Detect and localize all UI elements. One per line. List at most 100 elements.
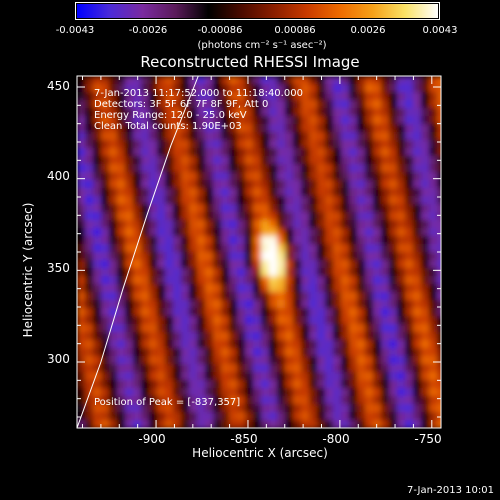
heatmap-cell bbox=[165, 300, 174, 309]
heatmap-cell bbox=[237, 140, 246, 149]
heatmap-cell bbox=[133, 196, 142, 205]
heatmap-cell bbox=[325, 324, 334, 333]
heatmap-cell bbox=[437, 372, 441, 381]
heatmap-cell bbox=[325, 244, 334, 253]
heatmap-cell bbox=[325, 300, 334, 309]
heatmap-cell bbox=[117, 132, 126, 141]
heatmap-cell bbox=[309, 188, 318, 197]
heatmap-cell bbox=[261, 316, 270, 325]
heatmap-cell bbox=[77, 108, 86, 117]
heatmap-cell bbox=[181, 388, 190, 397]
heatmap-cell bbox=[293, 356, 302, 365]
heatmap-cell bbox=[165, 220, 174, 229]
heatmap-cell bbox=[397, 332, 406, 341]
heatmap-cell bbox=[229, 340, 238, 349]
heatmap-cell bbox=[93, 356, 102, 365]
heatmap-cell bbox=[333, 108, 342, 117]
heatmap-cell bbox=[229, 108, 238, 117]
heatmap-cell bbox=[277, 148, 286, 157]
heatmap-cell bbox=[93, 196, 102, 205]
heatmap-cell bbox=[405, 140, 414, 149]
heatmap-cell bbox=[125, 92, 134, 101]
heatmap-cell bbox=[269, 236, 278, 245]
heatmap-cell bbox=[381, 196, 390, 205]
heatmap-cell bbox=[365, 228, 374, 237]
heatmap-cell bbox=[197, 92, 206, 101]
heatmap-cell bbox=[205, 196, 214, 205]
heatmap-cell bbox=[437, 196, 441, 205]
heatmap-cell bbox=[405, 332, 414, 341]
heatmap-cell bbox=[389, 268, 398, 277]
heatmap-cell bbox=[149, 140, 158, 149]
heatmap-cell bbox=[125, 364, 134, 373]
heatmap-cell bbox=[269, 372, 278, 381]
heatmap-cell bbox=[293, 100, 302, 109]
heatmap-cell bbox=[421, 316, 430, 325]
heatmap-cell bbox=[133, 364, 142, 373]
heatmap-cell bbox=[285, 388, 294, 397]
heatmap-cell bbox=[381, 204, 390, 213]
heatmap-cell bbox=[77, 284, 86, 293]
heatmap-cell bbox=[389, 380, 398, 389]
heatmap-cell bbox=[413, 396, 422, 405]
heatmap-cell bbox=[205, 156, 214, 165]
heatmap-cell bbox=[429, 316, 438, 325]
heatmap-cell bbox=[221, 92, 230, 101]
heatmap-cell bbox=[397, 180, 406, 189]
heatmap-cell bbox=[293, 188, 302, 197]
heatmap-cell bbox=[365, 308, 374, 317]
heatmap-cell bbox=[205, 300, 214, 309]
heatmap-cell bbox=[237, 188, 246, 197]
heatmap-cell bbox=[133, 300, 142, 309]
heatmap-cell bbox=[197, 364, 206, 373]
heatmap-cell bbox=[421, 252, 430, 261]
heatmap-cell bbox=[373, 268, 382, 277]
heatmap-cell bbox=[101, 116, 110, 125]
heatmap-cell bbox=[413, 164, 422, 173]
heatmap-cell bbox=[213, 172, 222, 181]
heatmap-cell bbox=[213, 332, 222, 341]
heatmap-cell bbox=[237, 316, 246, 325]
heatmap-cell bbox=[205, 324, 214, 333]
heatmap-cell bbox=[109, 420, 118, 428]
heatmap-cell bbox=[165, 132, 174, 141]
heatmap-cell bbox=[421, 268, 430, 277]
heatmap-cell bbox=[237, 212, 246, 221]
heatmap-cell bbox=[309, 76, 318, 85]
heatmap-cell bbox=[77, 316, 86, 325]
heatmap-cell bbox=[349, 180, 358, 189]
plot-timestamp: 7-Jan-2013 10:01 bbox=[407, 485, 494, 496]
heatmap-cell bbox=[429, 388, 438, 397]
heatmap-cell bbox=[141, 92, 150, 101]
heatmap-cell bbox=[237, 308, 246, 317]
heatmap-cell bbox=[357, 412, 366, 421]
heatmap-cell bbox=[333, 364, 342, 373]
heatmap-cell bbox=[349, 404, 358, 413]
heatmap-cell bbox=[309, 300, 318, 309]
heatmap-cell bbox=[325, 284, 334, 293]
heatmap-cell bbox=[189, 244, 198, 253]
heatmap-cell bbox=[173, 76, 182, 85]
heatmap-cell bbox=[221, 124, 230, 133]
heatmap-cell bbox=[165, 108, 174, 117]
heatmap-cell bbox=[77, 204, 86, 213]
heatmap-cell bbox=[341, 364, 350, 373]
heatmap-cell bbox=[333, 284, 342, 293]
heatmap-cell bbox=[213, 204, 222, 213]
heatmap-cell bbox=[253, 396, 262, 405]
heatmap-cell bbox=[221, 108, 230, 117]
heatmap-cell bbox=[293, 276, 302, 285]
heatmap-cell bbox=[109, 372, 118, 381]
heatmap-cell bbox=[229, 324, 238, 333]
heatmap-cell bbox=[325, 116, 334, 125]
heatmap-cell bbox=[421, 132, 430, 141]
heatmap-cell bbox=[253, 220, 262, 229]
heatmap-cell bbox=[437, 108, 441, 117]
heatmap-cell bbox=[293, 340, 302, 349]
heatmap-cell bbox=[221, 300, 230, 309]
heatmap-cell bbox=[317, 116, 326, 125]
heatmap-cell bbox=[117, 388, 126, 397]
heatmap-cell bbox=[213, 364, 222, 373]
heatmap-cell bbox=[229, 388, 238, 397]
heatmap-cell bbox=[173, 132, 182, 141]
